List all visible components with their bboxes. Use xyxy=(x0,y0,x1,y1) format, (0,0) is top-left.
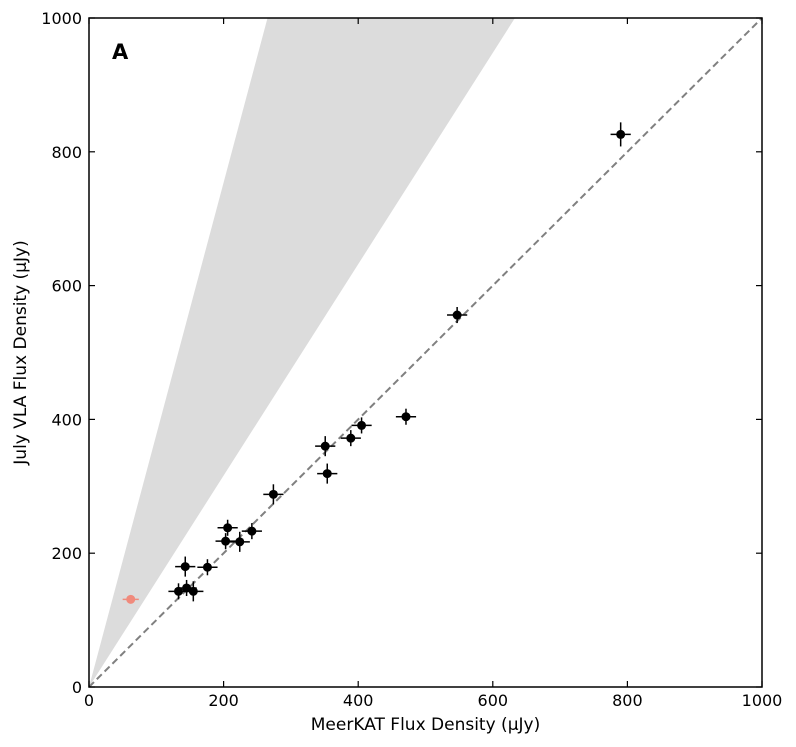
point-marker xyxy=(452,310,462,320)
point-marker xyxy=(180,562,190,572)
x-tick-label: 200 xyxy=(208,691,239,710)
point-marker xyxy=(223,523,233,533)
x-tick-label: 800 xyxy=(612,691,643,710)
point-marker xyxy=(346,433,356,443)
data-point xyxy=(351,417,372,434)
x-axis-label: MeerKAT Flux Density (μJy) xyxy=(311,715,540,735)
data-point xyxy=(610,122,631,147)
point-marker xyxy=(235,537,245,547)
x-tick-label: 1000 xyxy=(742,691,783,710)
reference-line-layer xyxy=(89,18,762,687)
point-marker xyxy=(174,586,184,596)
data-point xyxy=(197,559,218,576)
data-point xyxy=(340,430,361,447)
point-marker xyxy=(401,412,411,422)
point-marker xyxy=(322,469,332,479)
y-tick-label: 400 xyxy=(51,410,82,429)
point-marker xyxy=(247,526,257,536)
data-point xyxy=(229,531,250,552)
plot-frame xyxy=(88,17,763,688)
data-point xyxy=(315,436,336,457)
panel-label: A xyxy=(112,40,129,64)
point-marker xyxy=(126,594,136,604)
x-tick-label: 400 xyxy=(343,691,374,710)
data-points-layer xyxy=(122,122,631,604)
point-marker xyxy=(357,420,367,430)
point-marker xyxy=(182,583,192,593)
shaded-band xyxy=(89,18,515,687)
y-axis-label: July VLA Flux Density (μJy) xyxy=(11,240,31,465)
axis-ticks-layer: 0 200 400 600 800 1000 0 200 400 600 800 1000 xyxy=(41,9,782,710)
y-tick-label: 200 xyxy=(51,544,82,563)
data-point xyxy=(183,581,204,602)
point-marker xyxy=(221,536,231,546)
data-point xyxy=(175,556,196,577)
y-tick-label: 800 xyxy=(51,143,82,162)
data-point xyxy=(317,463,338,484)
x-tick-label: 0 xyxy=(84,691,94,710)
point-marker xyxy=(616,129,626,139)
data-point xyxy=(263,484,284,505)
point-marker xyxy=(202,562,212,572)
point-marker xyxy=(188,586,198,596)
point-marker xyxy=(320,441,330,451)
y-tick-label: 0 xyxy=(72,678,82,697)
shaded-band-layer xyxy=(89,18,515,687)
data-point xyxy=(241,523,262,540)
point-marker xyxy=(268,489,278,499)
y-tick-label: 600 xyxy=(51,277,82,296)
data-point xyxy=(217,519,238,536)
y-tick-label: 1000 xyxy=(41,9,82,28)
data-point xyxy=(447,307,468,324)
data-point xyxy=(122,594,139,604)
x-tick-label: 600 xyxy=(478,691,509,710)
data-point xyxy=(395,408,417,425)
one-to-one-reference-line xyxy=(89,18,762,687)
